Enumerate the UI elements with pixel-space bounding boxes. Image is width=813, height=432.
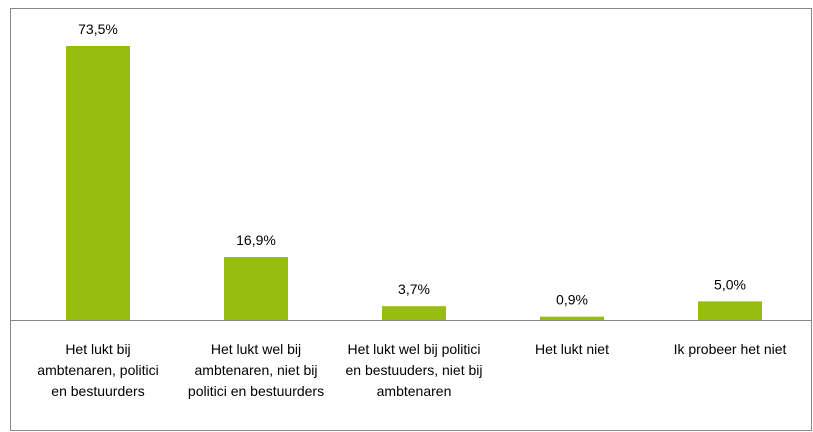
bar [224, 256, 288, 320]
value-label: 16,9% [236, 232, 276, 248]
bar [66, 46, 130, 320]
value-label: 5,0% [714, 276, 746, 292]
chart-border [10, 8, 812, 431]
value-label: 0,9% [556, 292, 588, 308]
x-tick-label: Het lukt wel bij politici en bestuuders,… [345, 341, 483, 399]
value-label: 3,7% [398, 281, 430, 297]
value-label: 73,5% [78, 21, 118, 37]
x-tick-label: Het lukt niet [535, 341, 609, 357]
bar [382, 306, 446, 320]
x-tick-label: Het lukt bij ambtenaren, politici en bes… [37, 341, 159, 399]
bar [698, 301, 762, 320]
x-tick-label: Het lukt wel bij ambtenaren, niet bij po… [187, 341, 325, 399]
x-tick-label: Ik probeer het niet [673, 341, 787, 357]
bar [540, 316, 604, 320]
